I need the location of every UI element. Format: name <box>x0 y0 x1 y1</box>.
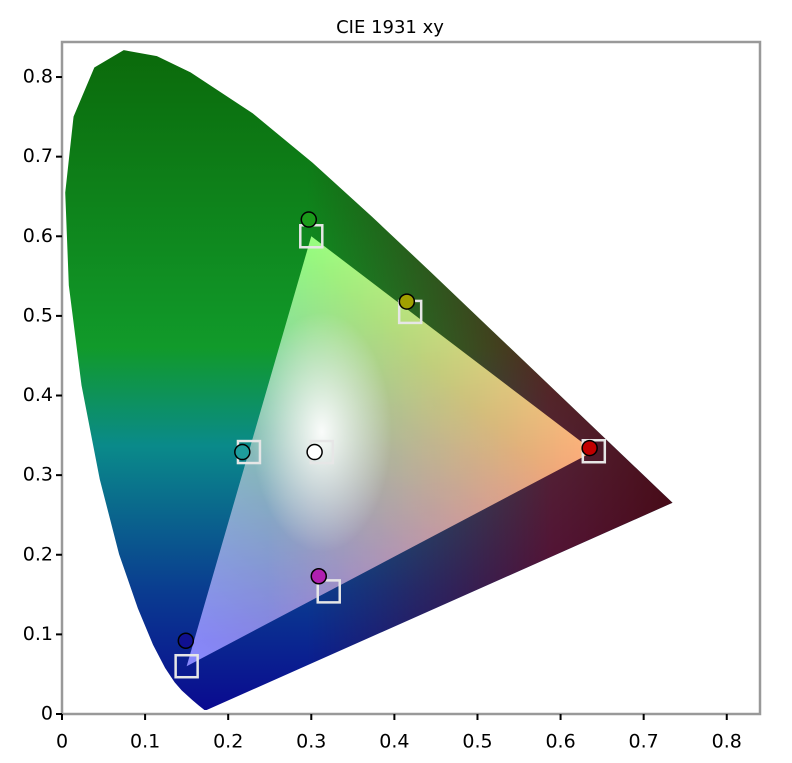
measured-point <box>581 439 598 457</box>
chart-title: CIE 1931 xy <box>336 17 444 38</box>
x-tick-label: 0 <box>56 731 68 753</box>
y-tick-label: 0.1 <box>23 623 53 645</box>
y-tick-label: 0.2 <box>23 543 53 565</box>
measured-point <box>306 443 323 461</box>
x-tick-label: 0.8 <box>712 731 742 753</box>
x-tick-label: 0.7 <box>629 731 659 753</box>
y-tick-label: 0.8 <box>23 66 53 88</box>
measured-point <box>310 568 328 585</box>
x-tick-label: 0.5 <box>462 731 492 753</box>
x-tick-label: 0.6 <box>545 731 575 753</box>
target-marker <box>316 579 341 604</box>
y-tick-label: 0.5 <box>23 304 53 326</box>
x-tick-label: 0.3 <box>296 731 326 753</box>
plot-area: 0 0.1 0.2 0.3 0.4 0.5 0.6 0.7 0.8 0 0.1 0.2 0.3 0.4 0.… <box>23 40 762 753</box>
x-tick-label: 0.4 <box>379 731 409 753</box>
plot-frame <box>60 40 762 716</box>
y-tick-label: 0 <box>41 703 53 725</box>
x-tick-label: 0.1 <box>130 731 160 753</box>
target-marker <box>174 653 199 679</box>
white-glow <box>251 312 392 553</box>
measured-point <box>177 632 195 649</box>
y-tick-label: 0.6 <box>23 225 53 247</box>
measured-point <box>398 293 416 310</box>
x-tick-label: 0.2 <box>213 731 243 753</box>
measured-point <box>300 211 318 228</box>
y-tick-label: 0.7 <box>23 145 53 167</box>
y-tick-label: 0.4 <box>23 384 53 406</box>
y-tick-label: 0.3 <box>23 464 53 486</box>
measured-point <box>234 443 251 461</box>
